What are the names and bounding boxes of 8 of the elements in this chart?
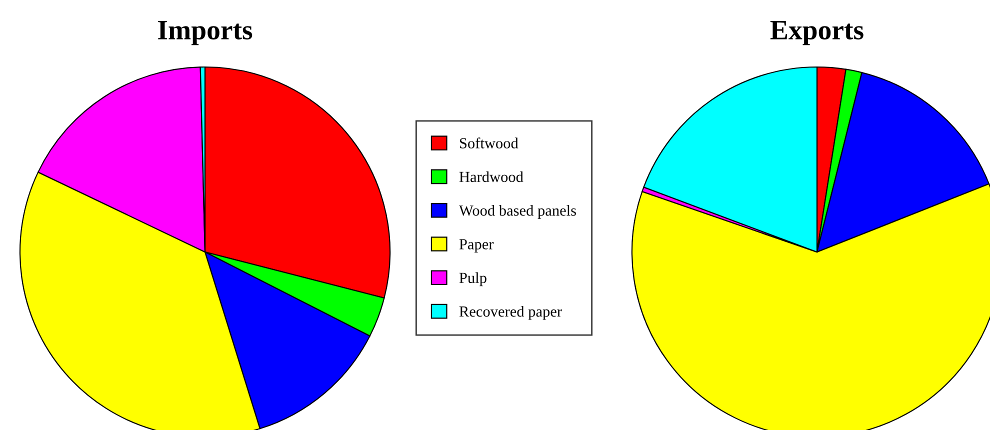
legend-label: Pulp	[459, 272, 486, 286]
legend-label: Recovered paper	[459, 306, 562, 320]
legend-label: Wood based panels	[458, 204, 576, 219]
legend-label: Hardwood	[459, 171, 524, 182]
chart-title: Imports	[158, 21, 252, 46]
legend-label: Paper	[459, 239, 494, 252]
chart-title: Exports	[770, 21, 864, 46]
legend-label: Softwood	[460, 138, 518, 148]
